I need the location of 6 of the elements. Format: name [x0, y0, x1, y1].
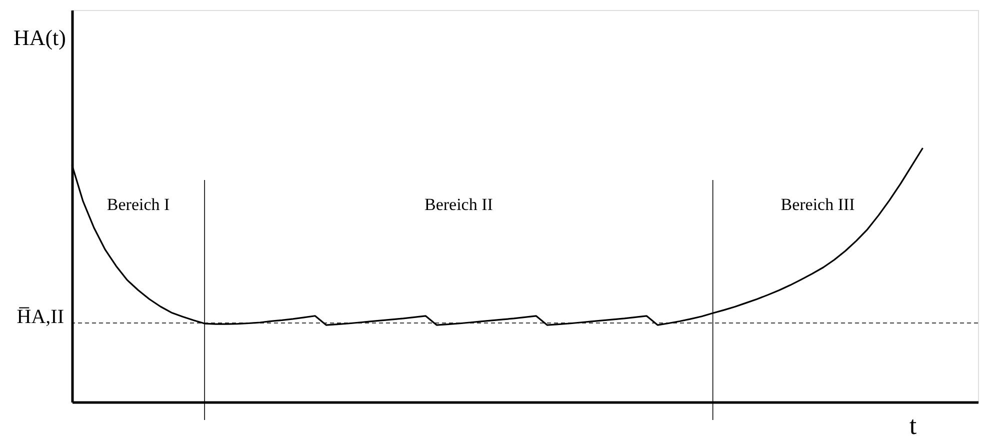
y-axis-title: HA(t) [13, 25, 66, 50]
annotation: Bereich III [780, 195, 856, 214]
annotation: Bereich II [424, 195, 494, 214]
x-axis-title: t [909, 411, 918, 440]
annotation: Bereich I [106, 195, 170, 214]
ref-line-label: H̅A,II [16, 306, 64, 328]
